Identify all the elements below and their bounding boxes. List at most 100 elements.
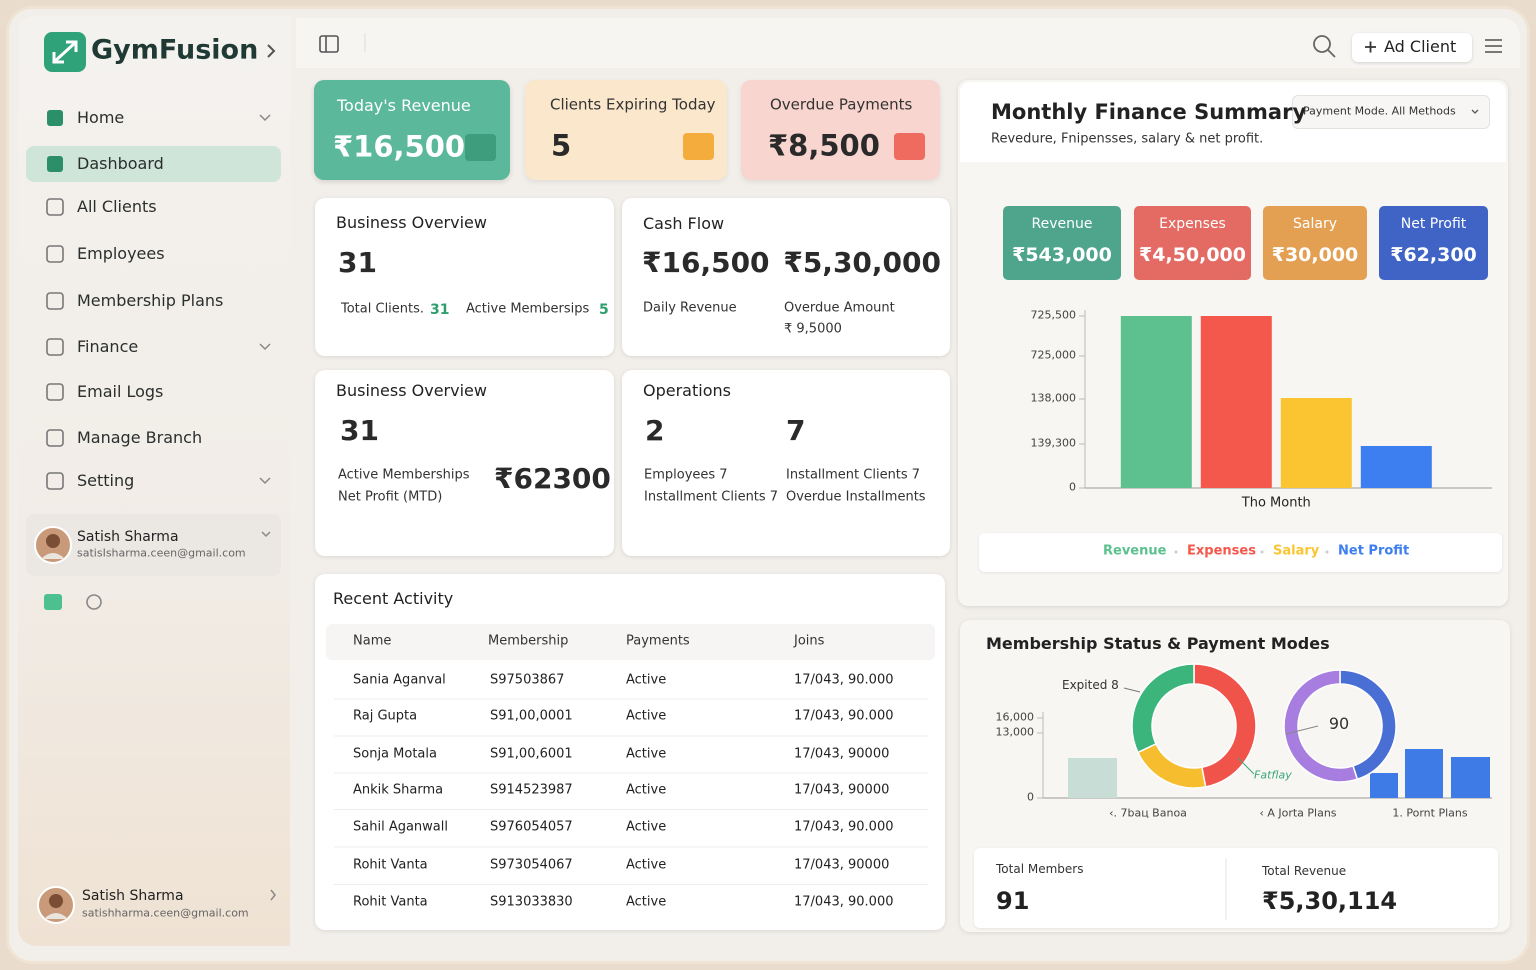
total-value: ₹5,30,114 (1262, 887, 1398, 916)
badge-value: ₹30,000 (1271, 244, 1359, 267)
user-email: satishharma.ceen@gmail.com (82, 906, 249, 920)
brand-name: GymFusion (91, 34, 259, 66)
panel-title: Membership Status & Payment Modes (986, 633, 1330, 653)
annotation-line (1237, 757, 1255, 775)
kpi-value: ₹16,500 (333, 129, 466, 164)
annotation-line (1123, 687, 1141, 693)
card (315, 370, 614, 556)
card-value: ₹16,500 (642, 245, 770, 279)
logo-arrow (52, 40, 78, 64)
nav-item[interactable]: Home (77, 107, 125, 127)
filter-dropdown[interactable] (1292, 95, 1490, 129)
nav-icon (47, 110, 63, 126)
stat-label: Overdue Installments (786, 489, 926, 505)
table-cell: 17/043, 90000 (794, 857, 890, 873)
kpi-value: 5 (551, 128, 572, 163)
nav-item[interactable]: Manage Branch (77, 427, 203, 447)
nav-item[interactable]: All Clients (77, 196, 157, 216)
y-tick-label: 138,000 (1030, 391, 1077, 405)
x-tick-label: ‹. 7baц Banoa (1109, 806, 1187, 820)
table-cell: S97503867 (490, 672, 565, 688)
user-chevron (270, 889, 276, 901)
nav-item[interactable]: Membership Plans (77, 290, 224, 310)
stat-value: ₹ 9,5000 (784, 321, 842, 337)
table-cell: 17/043, 90.000 (794, 708, 894, 724)
sidebar-toggle (319, 35, 339, 53)
stat-label: Employees 7 (644, 467, 728, 483)
nav-active-bg (26, 146, 281, 182)
summary-badge (1134, 206, 1251, 280)
annotation: Fatflay (1254, 768, 1292, 782)
card-value: ₹5,30,000 (783, 245, 941, 279)
nav-item[interactable]: Employees (77, 243, 165, 263)
stat-label: Net Profit (MTD) (338, 489, 443, 505)
legend-separator (1260, 550, 1264, 554)
bar (1200, 316, 1272, 488)
x-tick-label: 1. Pornt Plans (1392, 806, 1468, 820)
user-name: Satish Sharma (82, 887, 184, 904)
card-value: ₹62300 (494, 461, 611, 495)
donut-segment (1131, 663, 1195, 754)
legend-entry: Expenses (1187, 543, 1256, 559)
bar (1370, 773, 1398, 798)
nav-icon (46, 383, 64, 401)
card-value: 7 (786, 413, 806, 447)
summary-badge (1379, 206, 1488, 280)
column-header: Joins (794, 633, 825, 649)
kpi-value: ₹8,500 (768, 128, 880, 163)
card-title: Operations (643, 380, 731, 400)
topbar (296, 18, 1520, 68)
nav-item[interactable]: Setting (77, 470, 135, 490)
column-header: Payments (626, 633, 690, 649)
y-tick-label: 0 (1069, 480, 1076, 494)
center-label: 90 (1328, 713, 1350, 733)
summary-badge (1263, 206, 1367, 280)
y-tick-label: 16,000 (995, 710, 1035, 724)
nav-icon (46, 338, 64, 356)
card-title: Business Overview (336, 380, 487, 400)
plus-icon (1365, 41, 1376, 53)
avatar-body (44, 913, 68, 919)
table-cell: S913033830 (490, 894, 573, 910)
table-cell: Rohit Vanta (353, 857, 428, 873)
card-value: 31 (338, 245, 377, 279)
y-tick-label: 0 (1027, 790, 1034, 804)
kpi-card (525, 80, 727, 180)
badge-value: ₹62,300 (1390, 244, 1477, 267)
y-tick-label: 725,000 (1030, 348, 1077, 362)
table-cell: S973054067 (490, 857, 573, 873)
nav-chevron (259, 114, 271, 122)
collapse-chevron (267, 44, 276, 58)
table-cell: Sahil Aganwall (353, 819, 448, 835)
app-icon (44, 594, 62, 610)
legend-entry: Revenue (1103, 543, 1167, 559)
card-value: 2 (645, 413, 665, 447)
nav-item[interactable]: Email Logs (77, 381, 164, 401)
kpi-title: Overdue Payments (770, 95, 913, 114)
avatar-body (41, 553, 65, 559)
column-header: Membership (488, 633, 569, 649)
avatar-head (46, 534, 60, 548)
add-client-label[interactable]: Ad Client (1384, 36, 1457, 56)
table-cell: Sonja Motala (353, 746, 437, 762)
totals-box (974, 848, 1498, 928)
annotation-line (1285, 725, 1319, 735)
stat-label: Active Memberships (338, 467, 470, 483)
bar (1405, 749, 1443, 798)
kpi-icon (683, 133, 714, 160)
table-cell: 17/043, 90000 (794, 746, 890, 762)
card-title: Cash Flow (643, 213, 725, 233)
filter-label[interactable]: Payment Mode. All Methods (1303, 104, 1456, 118)
table-cell: Active (626, 857, 667, 873)
badge-label: Expenses (1159, 215, 1226, 232)
nav-icon (46, 245, 64, 263)
legend-box (979, 533, 1502, 572)
kpi-icon (894, 133, 925, 160)
refresh-icon (86, 594, 102, 610)
user-caret (261, 531, 271, 538)
nav-icon (47, 156, 63, 172)
nav-item[interactable]: Dashboard (77, 153, 164, 173)
stat-value: 5 (599, 301, 609, 318)
nav-item[interactable]: Finance (77, 336, 139, 356)
